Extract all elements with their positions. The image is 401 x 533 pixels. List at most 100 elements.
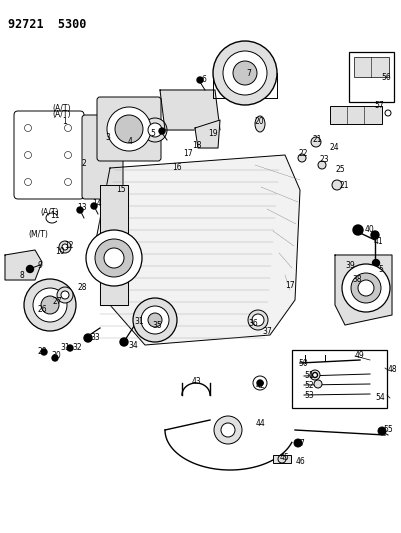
Text: 28: 28: [78, 284, 87, 293]
Circle shape: [247, 310, 267, 330]
Text: (A/T): (A/T): [52, 103, 70, 112]
Text: 14: 14: [92, 198, 101, 207]
FancyBboxPatch shape: [97, 97, 160, 161]
Text: 56: 56: [380, 74, 390, 83]
Circle shape: [317, 161, 325, 169]
Text: 35: 35: [152, 321, 161, 330]
Text: 21: 21: [312, 135, 322, 144]
FancyBboxPatch shape: [14, 111, 84, 199]
Circle shape: [377, 427, 385, 435]
Text: (A/T): (A/T): [52, 110, 70, 119]
Circle shape: [357, 280, 373, 296]
Text: 27: 27: [53, 297, 63, 306]
Circle shape: [24, 151, 31, 158]
Circle shape: [59, 241, 71, 253]
Circle shape: [64, 179, 71, 185]
Text: 18: 18: [192, 141, 201, 149]
Text: 6: 6: [201, 76, 207, 85]
Text: 47: 47: [295, 440, 305, 448]
Text: 92721  5300: 92721 5300: [8, 18, 86, 31]
Circle shape: [95, 239, 133, 277]
Text: 45: 45: [279, 453, 289, 462]
Text: 19: 19: [207, 128, 217, 138]
Text: 17: 17: [182, 149, 192, 157]
Bar: [348, 52, 393, 102]
Text: 36: 36: [247, 319, 257, 327]
Bar: [291, 350, 386, 408]
Text: 5: 5: [150, 128, 154, 138]
Bar: [353, 57, 388, 77]
Circle shape: [91, 203, 97, 209]
Text: 4: 4: [128, 138, 133, 147]
Circle shape: [64, 125, 71, 132]
Text: 50: 50: [297, 359, 307, 367]
Circle shape: [67, 345, 73, 351]
Circle shape: [196, 77, 203, 83]
Text: 16: 16: [172, 164, 181, 173]
Circle shape: [120, 338, 128, 346]
Circle shape: [64, 151, 71, 158]
Text: 21: 21: [339, 181, 348, 190]
Text: 46: 46: [295, 457, 305, 466]
Circle shape: [133, 298, 176, 342]
Text: 32: 32: [72, 343, 81, 352]
Circle shape: [159, 128, 164, 134]
Circle shape: [62, 244, 68, 250]
Text: 12: 12: [64, 241, 73, 251]
Circle shape: [350, 273, 380, 303]
Text: 52: 52: [303, 381, 313, 390]
Circle shape: [310, 137, 320, 147]
Circle shape: [33, 288, 67, 322]
Text: 37: 37: [261, 327, 271, 336]
Circle shape: [115, 115, 143, 143]
Circle shape: [213, 41, 276, 105]
Polygon shape: [334, 255, 391, 325]
Circle shape: [331, 180, 341, 190]
Text: 11: 11: [50, 211, 59, 220]
Text: 29: 29: [38, 348, 47, 357]
Text: 26: 26: [38, 305, 47, 314]
Text: 23: 23: [319, 156, 329, 165]
Circle shape: [52, 355, 58, 361]
Circle shape: [221, 423, 235, 437]
Circle shape: [77, 207, 83, 213]
Text: 48: 48: [387, 366, 397, 375]
Text: 3: 3: [105, 133, 109, 142]
Text: 1: 1: [62, 117, 67, 126]
Circle shape: [41, 349, 47, 355]
Circle shape: [24, 279, 76, 331]
Text: 57: 57: [373, 101, 383, 109]
Circle shape: [84, 334, 92, 342]
Circle shape: [24, 179, 31, 185]
Text: 24: 24: [329, 143, 339, 152]
Circle shape: [341, 264, 389, 312]
Text: 2: 2: [82, 158, 87, 167]
Text: 25: 25: [335, 166, 345, 174]
Circle shape: [312, 373, 317, 377]
Circle shape: [26, 265, 33, 272]
Circle shape: [256, 380, 262, 386]
Text: 22: 22: [298, 149, 308, 157]
Text: 20: 20: [254, 117, 264, 126]
Text: 49: 49: [354, 351, 364, 359]
Bar: [329, 106, 381, 124]
Circle shape: [313, 380, 321, 388]
Circle shape: [24, 125, 31, 132]
Circle shape: [148, 123, 162, 137]
Circle shape: [309, 370, 319, 380]
Text: 38: 38: [351, 276, 361, 285]
Polygon shape: [5, 250, 42, 280]
Text: 10: 10: [55, 246, 65, 255]
Text: 7: 7: [245, 69, 250, 77]
Text: 34: 34: [128, 341, 138, 350]
Text: 54: 54: [374, 393, 384, 402]
Circle shape: [251, 314, 263, 326]
Circle shape: [143, 118, 166, 142]
Circle shape: [41, 296, 59, 314]
Polygon shape: [160, 90, 219, 130]
Circle shape: [370, 231, 378, 239]
Circle shape: [223, 51, 266, 95]
Circle shape: [107, 107, 151, 151]
Circle shape: [372, 260, 379, 266]
Text: 17: 17: [284, 280, 294, 289]
